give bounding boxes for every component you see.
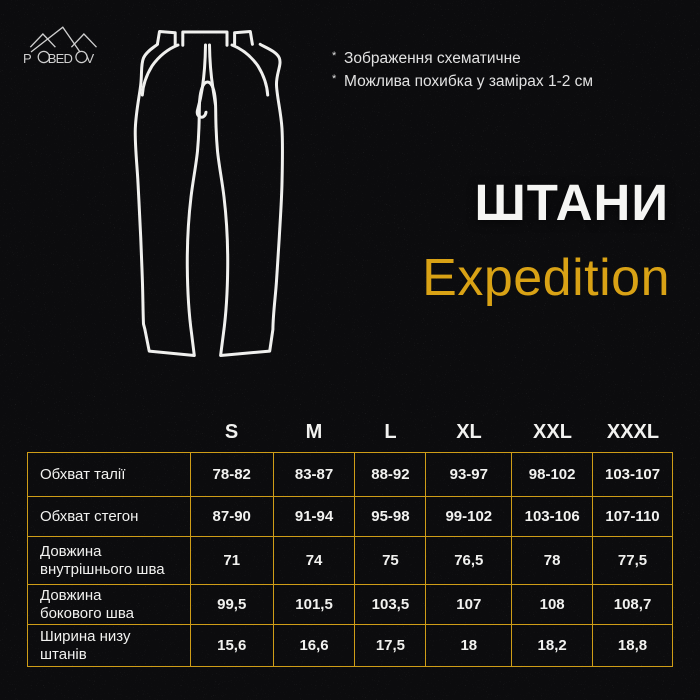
svg-text:P: P	[23, 51, 31, 66]
svg-text:BED: BED	[48, 51, 73, 66]
svg-text:V: V	[86, 51, 95, 66]
